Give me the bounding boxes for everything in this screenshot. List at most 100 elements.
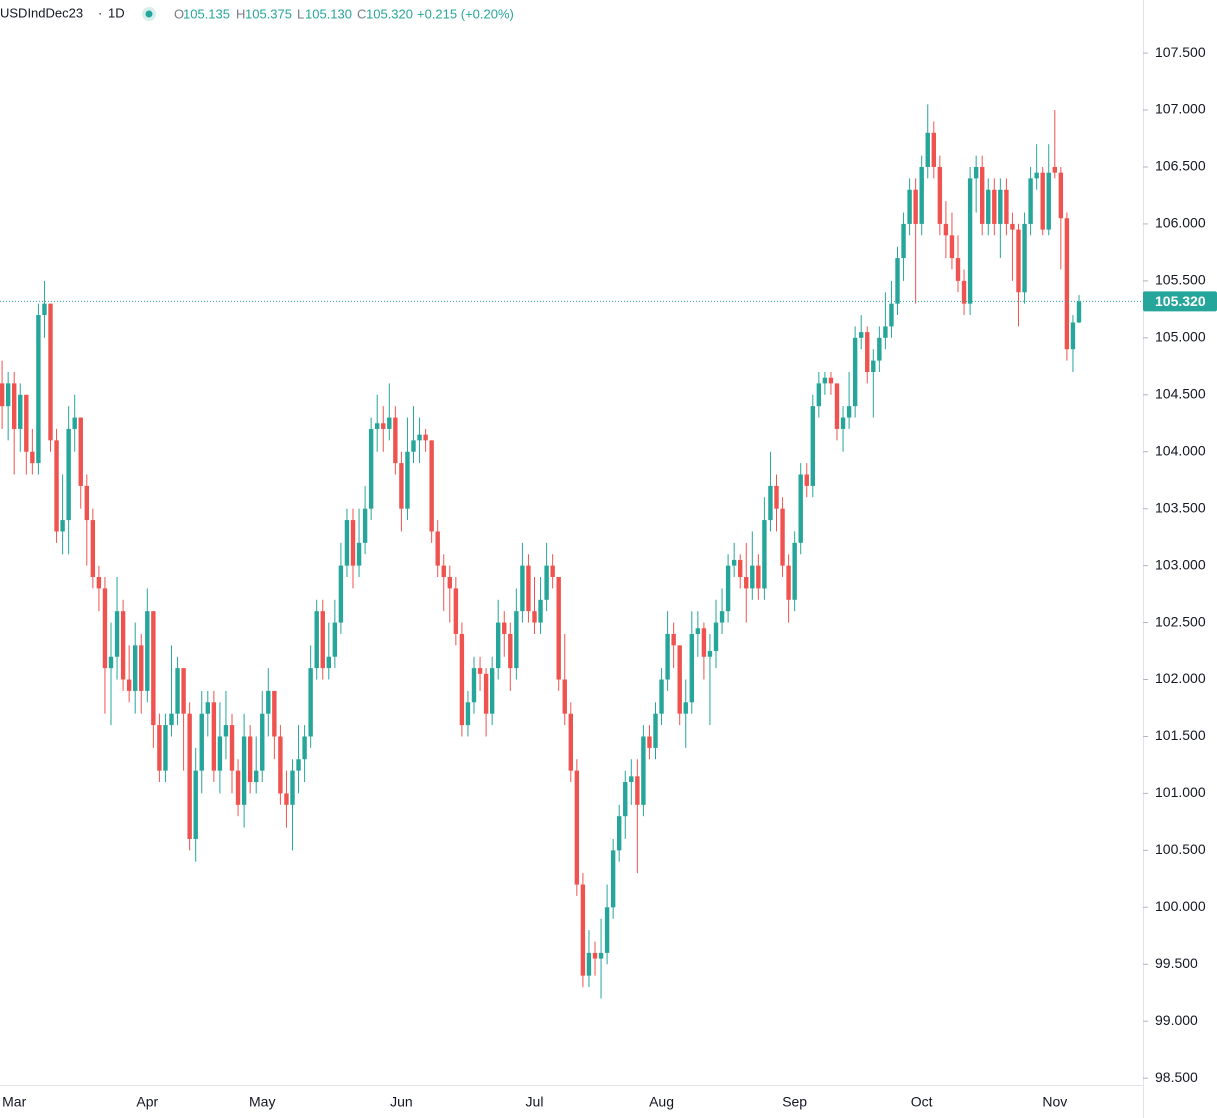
y-tick-label: 107.000 xyxy=(1155,101,1206,117)
symbol: USDIndDec23 xyxy=(0,5,83,20)
candle-body xyxy=(1046,172,1051,230)
candle-body xyxy=(816,383,822,407)
candle-body xyxy=(665,633,670,680)
candle-body xyxy=(66,428,71,521)
candle-body xyxy=(290,770,295,805)
candle-body xyxy=(78,417,83,486)
candle-body xyxy=(356,542,362,566)
candle-body xyxy=(387,417,392,429)
candle-body xyxy=(580,884,586,976)
y-tick-label: 102.500 xyxy=(1155,613,1206,629)
candle-body xyxy=(949,235,955,259)
candle-body xyxy=(961,280,967,304)
candle-body xyxy=(0,383,5,407)
candle-body xyxy=(483,673,489,714)
separator: · xyxy=(98,5,102,20)
candle-body xyxy=(617,816,622,851)
candle-body xyxy=(907,189,912,224)
candle-body xyxy=(731,559,737,566)
candle-body xyxy=(1022,223,1027,293)
candle-body xyxy=(810,406,815,486)
x-tick-label: Jun xyxy=(390,1094,413,1110)
y-tick-label: 99.500 xyxy=(1155,955,1198,971)
candle-body xyxy=(568,713,573,771)
candle-body xyxy=(919,166,924,224)
candle-body xyxy=(302,736,307,760)
symbol-header: USDIndDec23 · 1D O 105.135 H 105.375 L 1… xyxy=(0,5,514,21)
candle-body xyxy=(314,611,319,669)
candle-body xyxy=(187,713,192,839)
x-tick-label: May xyxy=(249,1094,275,1110)
candle-body xyxy=(126,679,132,691)
candle-body xyxy=(308,668,313,737)
candle-body xyxy=(762,520,767,589)
candle-body xyxy=(120,611,126,680)
candle-body xyxy=(284,793,289,805)
candle-body xyxy=(368,428,374,509)
x-tick-label: Sep xyxy=(782,1094,807,1110)
candle-body xyxy=(18,394,23,429)
candle-body xyxy=(610,850,616,908)
y-tick-label: 101.500 xyxy=(1155,727,1206,743)
candle-body xyxy=(768,485,773,521)
candle-body xyxy=(756,565,761,589)
candle-body xyxy=(937,166,943,224)
y-tick-label: 106.000 xyxy=(1155,215,1206,231)
candle-body xyxy=(586,952,592,976)
candle-body xyxy=(750,565,755,589)
candle-body xyxy=(344,520,350,566)
candle-body xyxy=(574,770,580,885)
candle-body xyxy=(701,628,707,657)
candle-body xyxy=(211,702,217,771)
y-tick-label: 103.500 xyxy=(1155,499,1206,515)
candle-body xyxy=(538,599,543,623)
candle-body xyxy=(272,690,277,737)
candle-body xyxy=(598,952,604,959)
candle-body xyxy=(193,770,198,839)
candle-body xyxy=(247,736,253,783)
interval: 1D xyxy=(108,5,125,20)
y-tick-label: 99.000 xyxy=(1155,1012,1198,1028)
candle-body xyxy=(871,360,876,372)
candle-body xyxy=(852,337,858,407)
candle-body xyxy=(423,434,428,441)
candle-body xyxy=(229,725,235,771)
x-tick-label: Jul xyxy=(526,1094,544,1110)
candle-body xyxy=(477,668,483,674)
low-label: L xyxy=(297,6,304,21)
candle-body xyxy=(157,725,162,771)
candle-body xyxy=(925,132,930,167)
x-tick-label: Mar xyxy=(2,1094,26,1110)
candle-body xyxy=(846,406,852,418)
candle-body xyxy=(792,542,797,600)
candle-body xyxy=(399,463,404,509)
candle-body xyxy=(496,622,501,669)
candle-body xyxy=(986,189,991,224)
candle-body xyxy=(828,377,834,384)
candle-body xyxy=(54,440,59,532)
candle-body xyxy=(798,474,803,543)
candle-body xyxy=(151,611,156,726)
candle-body xyxy=(780,508,785,566)
candle-body xyxy=(447,577,452,589)
candle-body xyxy=(12,383,17,429)
candle-body xyxy=(254,770,259,783)
candle-body xyxy=(96,577,102,589)
x-tick-label: Oct xyxy=(911,1094,933,1110)
candle-body xyxy=(139,645,144,691)
open-label: O xyxy=(174,6,184,21)
candle-body xyxy=(738,559,743,578)
candle-body xyxy=(362,508,368,543)
candle-body xyxy=(405,451,410,509)
x-tick-label: Apr xyxy=(136,1094,158,1110)
candle-body xyxy=(84,485,89,521)
high-label: H xyxy=(236,6,245,21)
candle-body xyxy=(465,702,471,726)
candle-body xyxy=(296,759,301,771)
candle-body xyxy=(532,611,537,623)
y-tick-label: 105.000 xyxy=(1155,329,1206,345)
candle-body xyxy=(804,474,809,486)
candle-body xyxy=(677,645,682,714)
